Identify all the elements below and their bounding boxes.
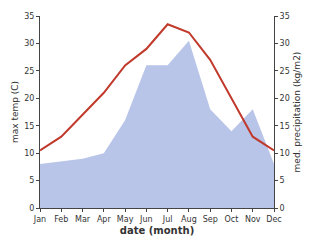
svg-text:May: May	[117, 215, 134, 224]
svg-text:Dec: Dec	[266, 215, 281, 224]
svg-text:20: 20	[24, 94, 34, 103]
svg-text:15: 15	[24, 122, 34, 131]
svg-text:Oct: Oct	[225, 215, 239, 224]
svg-text:Jan: Jan	[33, 215, 46, 224]
svg-text:10: 10	[24, 149, 34, 158]
svg-text:5: 5	[29, 176, 34, 185]
svg-text:Nov: Nov	[245, 215, 261, 224]
svg-text:Sep: Sep	[203, 215, 218, 224]
svg-text:Aug: Aug	[181, 215, 197, 224]
svg-text:30: 30	[24, 39, 34, 48]
svg-text:35: 35	[24, 12, 34, 21]
svg-text:0: 0	[280, 204, 285, 213]
svg-text:25: 25	[280, 67, 290, 76]
svg-text:Mar: Mar	[75, 215, 91, 224]
svg-text:35: 35	[280, 12, 290, 21]
svg-text:30: 30	[280, 39, 290, 48]
svg-text:10: 10	[280, 149, 290, 158]
svg-text:date (month): date (month)	[120, 225, 194, 236]
svg-text:max temp (C): max temp (C)	[10, 81, 20, 143]
svg-text:med. precipitation (kg/m2): med. precipitation (kg/m2)	[292, 52, 302, 173]
svg-text:5: 5	[280, 176, 285, 185]
svg-text:20: 20	[280, 94, 290, 103]
svg-text:Apr: Apr	[97, 215, 112, 224]
svg-text:Jun: Jun	[139, 215, 153, 224]
svg-text:15: 15	[280, 122, 290, 131]
svg-text:Jul: Jul	[162, 215, 173, 224]
svg-text:Feb: Feb	[54, 215, 68, 224]
svg-text:0: 0	[29, 204, 34, 213]
svg-text:25: 25	[24, 67, 34, 76]
